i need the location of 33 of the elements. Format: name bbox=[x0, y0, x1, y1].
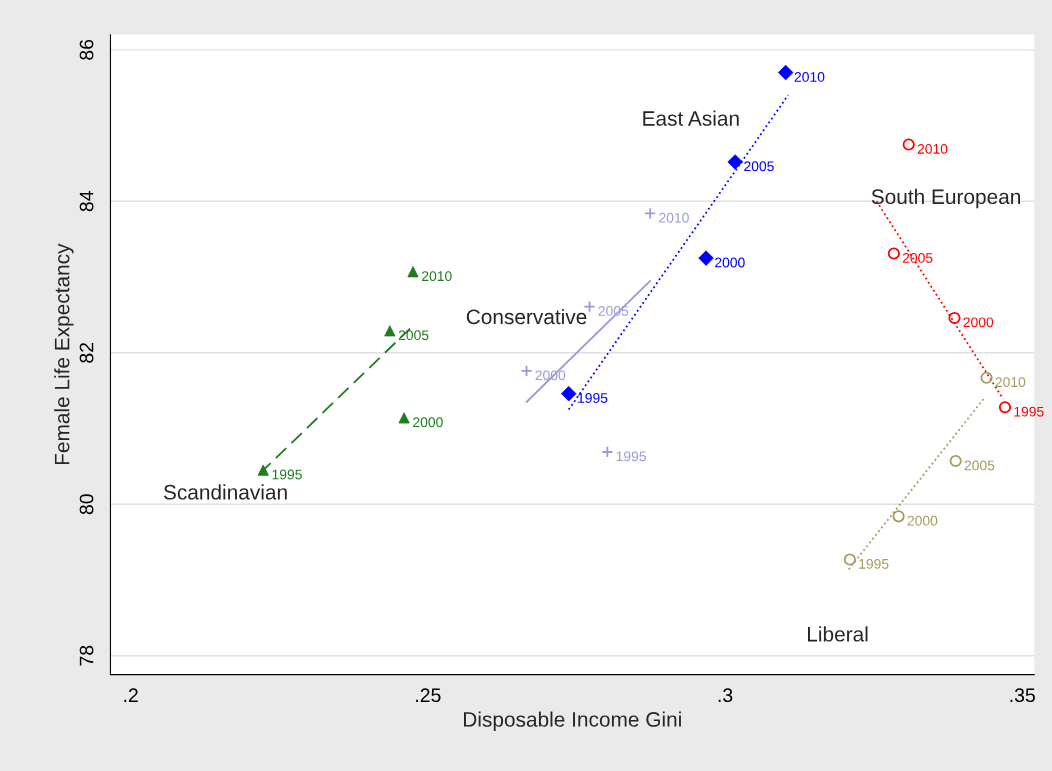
annotation: 1995 bbox=[578, 393, 608, 403]
annotation: 2010 bbox=[422, 271, 452, 282]
annotation: 2010 bbox=[917, 143, 948, 154]
y-tick-label: 82 bbox=[79, 342, 94, 363]
annotation: 1995 bbox=[1014, 406, 1044, 417]
annotation: 2010 bbox=[659, 212, 689, 223]
annotation: 2005 bbox=[744, 161, 774, 172]
series-label: Scandinavian bbox=[163, 484, 287, 500]
x-tick-label: .25 bbox=[416, 688, 441, 703]
annotation: 2010 bbox=[995, 377, 1026, 388]
annotation: 2010 bbox=[794, 72, 825, 82]
annotation: 2000 bbox=[963, 317, 994, 328]
series-label: Conservative bbox=[466, 308, 587, 325]
series-label: South European bbox=[871, 188, 1020, 209]
series-label: East Asian bbox=[643, 110, 739, 126]
annotation: 1995 bbox=[272, 469, 302, 480]
annotation: 2000 bbox=[413, 417, 443, 428]
annotation: 2000 bbox=[907, 515, 938, 526]
text: Liberal bbox=[808, 626, 868, 642]
x-axis-title: Disposable Income Gini bbox=[464, 711, 681, 731]
annotation: 1995 bbox=[859, 558, 889, 569]
x-tick-label: .2 bbox=[124, 688, 138, 702]
annotation: 2005 bbox=[964, 460, 995, 471]
x-tick-label: .3 bbox=[718, 688, 733, 703]
y-tick-label: 86 bbox=[79, 39, 94, 60]
x-tick-label: .35 bbox=[1010, 688, 1035, 703]
annotation: 2000 bbox=[715, 257, 745, 268]
annotation: 2005 bbox=[902, 253, 933, 263]
y-tick-label: 80 bbox=[79, 494, 94, 515]
y-tick-label: 84 bbox=[79, 191, 94, 212]
y-tick-label: 78 bbox=[79, 645, 94, 666]
y-axis-title: Female Life Expectancy bbox=[54, 243, 74, 465]
annotation: 1995 bbox=[616, 451, 646, 462]
